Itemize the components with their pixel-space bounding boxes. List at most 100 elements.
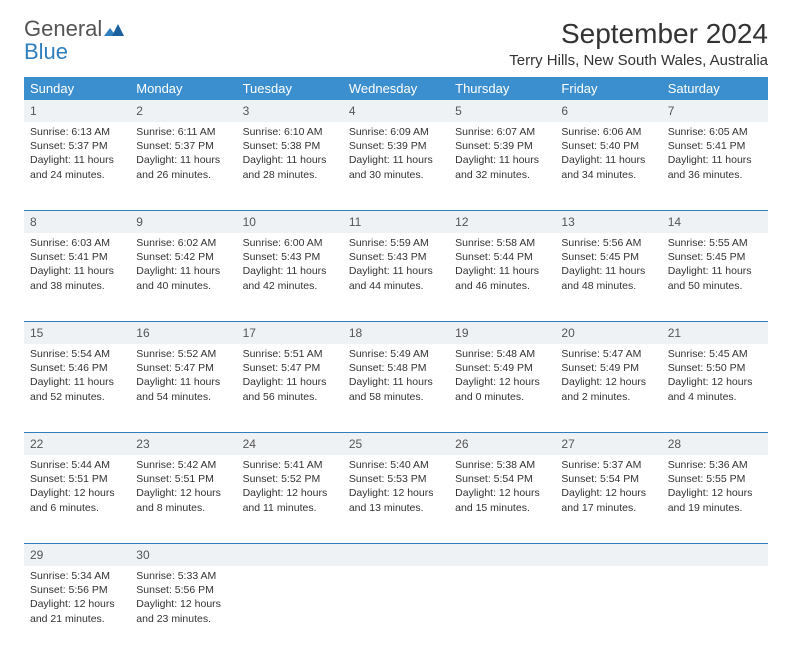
- day-info-line: and 21 minutes.: [30, 612, 124, 626]
- day-info-line: Daylight: 12 hours: [561, 375, 655, 389]
- day-info-line: Sunrise: 5:55 AM: [668, 236, 762, 250]
- day-info-line: Sunrise: 6:03 AM: [30, 236, 124, 250]
- day-info-line: and 11 minutes.: [243, 501, 337, 515]
- day-info: Sunrise: 5:45 AMSunset: 5:50 PMDaylight:…: [668, 347, 762, 404]
- day-info-line: Sunset: 5:50 PM: [668, 361, 762, 375]
- day-info-line: Sunset: 5:46 PM: [30, 361, 124, 375]
- day-info-line: Sunrise: 6:06 AM: [561, 125, 655, 139]
- day-info-line: Daylight: 11 hours: [455, 153, 549, 167]
- day-info-line: and 19 minutes.: [668, 501, 762, 515]
- day-info-line: Sunset: 5:41 PM: [30, 250, 124, 264]
- day-number-cell: 21: [662, 322, 768, 344]
- day-info: Sunrise: 5:55 AMSunset: 5:45 PMDaylight:…: [668, 236, 762, 293]
- day-header-cell: Thursday: [449, 77, 555, 100]
- day-info-line: Sunset: 5:43 PM: [243, 250, 337, 264]
- day-number: 19: [455, 326, 468, 340]
- day-info-line: Daylight: 12 hours: [136, 486, 230, 500]
- day-number: 28: [668, 437, 681, 451]
- day-info-cell: Sunrise: 6:11 AMSunset: 5:37 PMDaylight:…: [130, 122, 236, 210]
- day-number: 14: [668, 215, 681, 229]
- day-info-cell: [237, 566, 343, 654]
- day-info-cell: Sunrise: 5:40 AMSunset: 5:53 PMDaylight:…: [343, 455, 449, 543]
- day-info-line: Sunrise: 5:52 AM: [136, 347, 230, 361]
- week-num-row: 22232425262728: [24, 433, 768, 455]
- day-info-line: Daylight: 11 hours: [136, 264, 230, 278]
- day-info-line: Sunset: 5:54 PM: [561, 472, 655, 486]
- day-number: 29: [30, 548, 43, 562]
- day-info-line: Sunrise: 6:05 AM: [668, 125, 762, 139]
- day-info: Sunrise: 5:51 AMSunset: 5:47 PMDaylight:…: [243, 347, 337, 404]
- day-info-line: and 2 minutes.: [561, 390, 655, 404]
- day-info-cell: Sunrise: 5:42 AMSunset: 5:51 PMDaylight:…: [130, 455, 236, 543]
- day-info-line: and 56 minutes.: [243, 390, 337, 404]
- day-number-cell: [237, 544, 343, 566]
- day-info-line: Sunrise: 5:37 AM: [561, 458, 655, 472]
- day-info-line: and 30 minutes.: [349, 168, 443, 182]
- day-info-line: and 48 minutes.: [561, 279, 655, 293]
- day-info-line: Sunset: 5:54 PM: [455, 472, 549, 486]
- day-info-line: Sunrise: 5:49 AM: [349, 347, 443, 361]
- day-info-line: Sunset: 5:49 PM: [455, 361, 549, 375]
- week-info-row: Sunrise: 5:34 AMSunset: 5:56 PMDaylight:…: [24, 566, 768, 654]
- day-number: 24: [243, 437, 256, 451]
- day-info-line: Sunrise: 6:13 AM: [30, 125, 124, 139]
- day-info-cell: Sunrise: 5:47 AMSunset: 5:49 PMDaylight:…: [555, 344, 661, 432]
- day-number-cell: 4: [343, 100, 449, 122]
- day-info: Sunrise: 5:40 AMSunset: 5:53 PMDaylight:…: [349, 458, 443, 515]
- day-info-line: and 50 minutes.: [668, 279, 762, 293]
- day-info-line: Daylight: 11 hours: [455, 264, 549, 278]
- day-info-line: and 32 minutes.: [455, 168, 549, 182]
- day-number-cell: 6: [555, 100, 661, 122]
- day-info-line: Sunset: 5:49 PM: [561, 361, 655, 375]
- day-info: Sunrise: 5:54 AMSunset: 5:46 PMDaylight:…: [30, 347, 124, 404]
- day-info-cell: Sunrise: 5:41 AMSunset: 5:52 PMDaylight:…: [237, 455, 343, 543]
- day-info-line: and 26 minutes.: [136, 168, 230, 182]
- day-number-cell: 3: [237, 100, 343, 122]
- day-info-line: Sunset: 5:42 PM: [136, 250, 230, 264]
- day-info-line: Daylight: 12 hours: [349, 486, 443, 500]
- day-number-cell: 19: [449, 322, 555, 344]
- day-number-cell: 12: [449, 211, 555, 233]
- day-info-line: Sunset: 5:56 PM: [30, 583, 124, 597]
- day-info-line: Sunrise: 5:42 AM: [136, 458, 230, 472]
- day-info-line: Sunrise: 5:48 AM: [455, 347, 549, 361]
- day-number: 8: [30, 215, 37, 229]
- day-number-cell: 30: [130, 544, 236, 566]
- day-info-line: Sunrise: 5:54 AM: [30, 347, 124, 361]
- day-info-cell: Sunrise: 5:33 AMSunset: 5:56 PMDaylight:…: [130, 566, 236, 654]
- day-info: Sunrise: 5:33 AMSunset: 5:56 PMDaylight:…: [136, 569, 230, 626]
- day-number: 23: [136, 437, 149, 451]
- day-info-line: Daylight: 12 hours: [668, 486, 762, 500]
- week-num-row: 15161718192021: [24, 322, 768, 344]
- day-info: Sunrise: 5:56 AMSunset: 5:45 PMDaylight:…: [561, 236, 655, 293]
- day-info-line: Daylight: 12 hours: [30, 486, 124, 500]
- day-info-line: Sunset: 5:41 PM: [668, 139, 762, 153]
- day-info: Sunrise: 5:34 AMSunset: 5:56 PMDaylight:…: [30, 569, 124, 626]
- day-info-line: and 23 minutes.: [136, 612, 230, 626]
- day-info-line: Daylight: 11 hours: [349, 264, 443, 278]
- day-info-line: Sunrise: 5:47 AM: [561, 347, 655, 361]
- day-info-line: Sunrise: 5:56 AM: [561, 236, 655, 250]
- day-info-line: Sunset: 5:39 PM: [349, 139, 443, 153]
- day-number-cell: 1: [24, 100, 130, 122]
- day-header-cell: Friday: [555, 77, 661, 100]
- day-info-line: Daylight: 12 hours: [136, 597, 230, 611]
- title-block: September 2024 Terry Hills, New South Wa…: [509, 18, 768, 69]
- day-info-line: Sunset: 5:38 PM: [243, 139, 337, 153]
- day-info: Sunrise: 5:47 AMSunset: 5:49 PMDaylight:…: [561, 347, 655, 404]
- day-number-cell: 20: [555, 322, 661, 344]
- day-info-cell: Sunrise: 5:48 AMSunset: 5:49 PMDaylight:…: [449, 344, 555, 432]
- day-number: 21: [668, 326, 681, 340]
- day-number-cell: [555, 544, 661, 566]
- day-info-line: Sunrise: 5:59 AM: [349, 236, 443, 250]
- calendar: SundayMondayTuesdayWednesdayThursdayFrid…: [24, 77, 768, 654]
- day-number: 12: [455, 215, 468, 229]
- day-info-cell: [662, 566, 768, 654]
- day-number-cell: [343, 544, 449, 566]
- day-info-cell: Sunrise: 5:58 AMSunset: 5:44 PMDaylight:…: [449, 233, 555, 321]
- day-number: 18: [349, 326, 362, 340]
- day-info-line: Daylight: 12 hours: [455, 375, 549, 389]
- day-info-line: Sunset: 5:51 PM: [136, 472, 230, 486]
- day-info-line: and 34 minutes.: [561, 168, 655, 182]
- day-info-cell: Sunrise: 5:51 AMSunset: 5:47 PMDaylight:…: [237, 344, 343, 432]
